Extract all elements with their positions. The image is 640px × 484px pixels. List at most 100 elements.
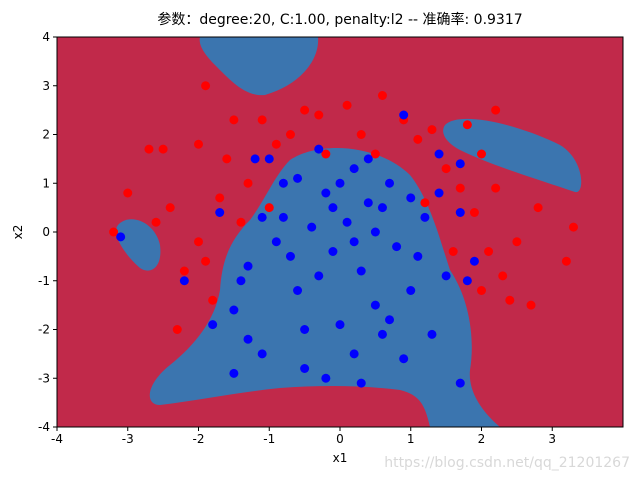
point [229, 115, 239, 125]
point [385, 315, 395, 325]
x-tick-label: -1 [263, 432, 275, 446]
point [123, 188, 133, 198]
point [243, 261, 253, 271]
point [229, 305, 239, 315]
point [172, 325, 182, 334]
point [342, 217, 352, 227]
point [307, 222, 317, 232]
point [165, 203, 175, 213]
point [399, 354, 409, 364]
point [491, 105, 501, 115]
point [314, 110, 324, 120]
chart-title: 参数：degree:20, C:1.00, penalty:l2 -- 准确率:… [157, 11, 522, 28]
point [194, 139, 203, 149]
point [420, 198, 430, 208]
point [222, 154, 232, 164]
point [179, 266, 189, 276]
point [285, 251, 295, 261]
point [533, 203, 543, 213]
point [109, 227, 119, 237]
point [335, 178, 345, 188]
point [469, 256, 479, 266]
y-tick-label: -3 [38, 371, 50, 385]
point [278, 178, 288, 188]
point [356, 266, 366, 276]
point [243, 334, 253, 344]
point [406, 286, 416, 295]
point [314, 144, 324, 154]
point [116, 232, 126, 242]
y-tick-label: -2 [38, 323, 50, 337]
point [448, 247, 458, 256]
point [271, 139, 281, 149]
point [462, 120, 472, 130]
point [321, 188, 331, 198]
point [455, 378, 465, 388]
x-tick-label: -3 [122, 432, 134, 446]
y-tick-label: 0 [42, 225, 50, 239]
point [370, 300, 380, 310]
point [321, 149, 331, 159]
region-blue [443, 118, 582, 193]
point [441, 164, 451, 174]
point [278, 212, 288, 222]
point [377, 203, 387, 213]
point [293, 286, 303, 295]
point [363, 198, 373, 208]
point [363, 154, 373, 164]
point [179, 276, 189, 286]
point [285, 130, 295, 139]
point [469, 208, 479, 217]
x-tick-label: 0 [336, 432, 344, 446]
point [413, 251, 423, 261]
point [568, 222, 578, 232]
point [484, 247, 494, 256]
point [455, 183, 465, 193]
point [208, 295, 218, 305]
point [392, 242, 402, 252]
point [427, 125, 437, 135]
point [491, 183, 501, 193]
point [498, 271, 508, 281]
region-blue [149, 148, 500, 427]
x-tick-label: 2 [478, 432, 486, 446]
x-tick-label: 3 [548, 432, 556, 446]
point [201, 256, 211, 266]
point [434, 188, 444, 198]
point [420, 212, 430, 222]
point [406, 193, 416, 203]
point [300, 105, 310, 115]
point [208, 320, 218, 330]
point [512, 237, 522, 247]
point [427, 329, 437, 339]
point [370, 149, 380, 159]
point [215, 208, 225, 217]
point [385, 178, 395, 188]
point [264, 154, 274, 164]
point [328, 203, 338, 213]
point [293, 173, 303, 183]
x-tick-label: -2 [193, 432, 205, 446]
y-tick-label: 1 [42, 176, 50, 190]
point [349, 237, 359, 247]
point [194, 237, 203, 247]
point [321, 373, 331, 383]
point [377, 91, 387, 100]
point [257, 115, 267, 125]
point [236, 217, 246, 227]
y-tick-label: -4 [38, 420, 50, 434]
point [342, 100, 352, 110]
point [561, 256, 571, 266]
point [370, 227, 380, 237]
point [505, 295, 515, 305]
y-tick-label: 4 [42, 30, 50, 44]
point [201, 81, 211, 91]
point [215, 193, 225, 203]
point [328, 247, 338, 256]
y-axis-label: x2 [11, 225, 25, 240]
point [526, 300, 536, 310]
point [151, 217, 161, 227]
point [356, 378, 366, 388]
region-blue [199, 37, 319, 96]
